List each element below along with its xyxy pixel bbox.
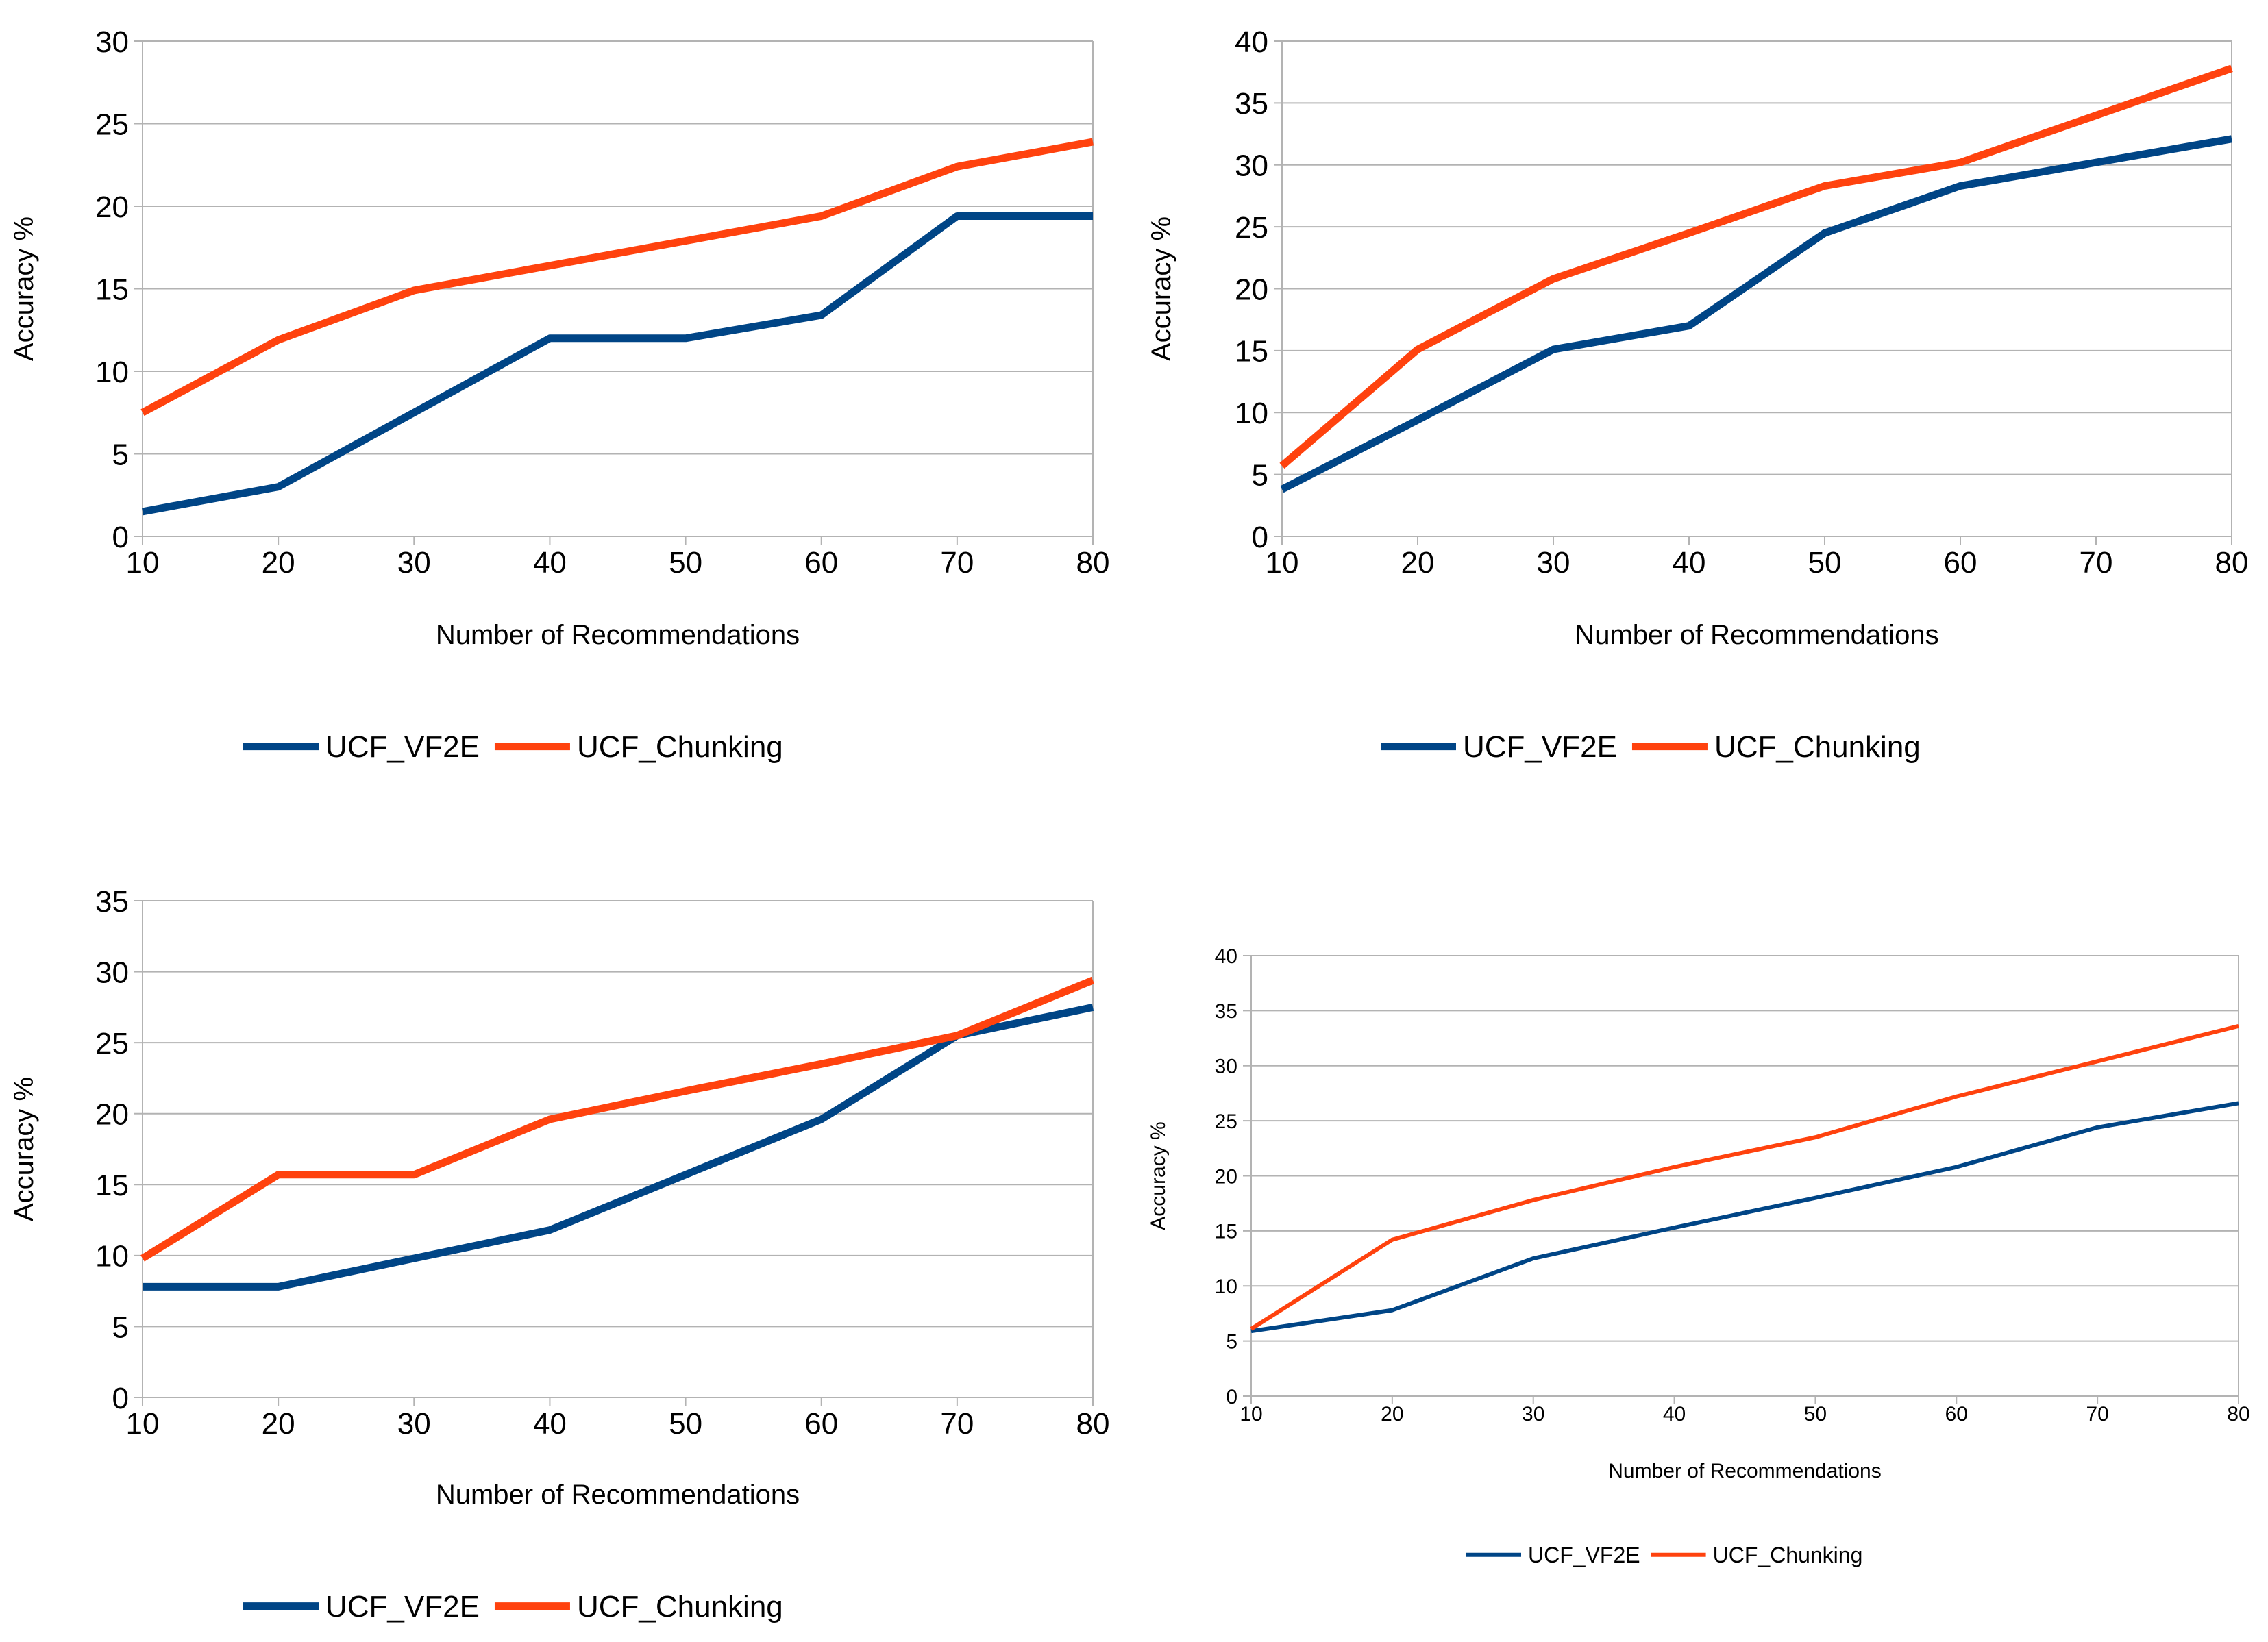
- x-tick-label: 40: [533, 546, 567, 580]
- legend-label: UCF_Chunking: [1713, 1543, 1863, 1567]
- x-tick-label: 10: [1266, 546, 1299, 580]
- y-tick-label: 10: [95, 1240, 129, 1273]
- legend-label: UCF_Chunking: [577, 1590, 783, 1624]
- legend-label: UCF_VF2E: [1463, 730, 1617, 764]
- y-axis-label: Accuracy %: [1147, 1121, 1170, 1230]
- y-tick-label: 20: [95, 190, 129, 224]
- y-tick-label: 30: [1215, 1056, 1237, 1078]
- x-tick-label: 30: [397, 1407, 431, 1441]
- y-tick-label: 35: [1235, 87, 1268, 121]
- y-tick-label: 30: [1235, 149, 1268, 183]
- y-tick-label: 25: [95, 108, 129, 141]
- y-tick-label: 0: [112, 1382, 129, 1415]
- y-tick-label: 40: [1235, 25, 1268, 59]
- series-line-ucf-chunking: [1250, 1023, 2239, 1331]
- y-tick-label: 5: [112, 1310, 129, 1344]
- x-tick-label: 80: [2215, 546, 2249, 580]
- series-line-ucf-chunking: [140, 976, 1095, 1262]
- y-tick-label: 35: [95, 885, 129, 919]
- x-tick-label: 40: [1673, 546, 1706, 580]
- x-tick-label: 20: [262, 1407, 295, 1441]
- legend-label: UCF_Chunking: [1714, 730, 1921, 764]
- x-axis-label: Number of Recommendations: [436, 620, 800, 650]
- y-tick-label: 10: [95, 356, 129, 389]
- y-tick-label: 15: [1215, 1221, 1237, 1243]
- y-tick-label: 25: [1235, 211, 1268, 245]
- chart-1: 0 5 10 15 20 25 30 10 20 30 40 50 60 70 80 Number of Re…: [9, 25, 1109, 764]
- x-tick-label: 30: [397, 546, 431, 580]
- y-axis-label: Accuracy %: [9, 1077, 39, 1221]
- x-tick-label: 30: [1522, 1403, 1544, 1426]
- legend: UCF_VF2E UCF_Chunking: [1466, 1543, 1862, 1567]
- series-line-ucf-chunking: [140, 138, 1094, 416]
- y-tick-label: 35: [1215, 1000, 1237, 1023]
- y-tick-label: 5: [1252, 458, 1268, 492]
- x-tick-label: 60: [1945, 1403, 1968, 1426]
- x-tick-label: 80: [2227, 1403, 2249, 1426]
- y-tick-label: 40: [1215, 945, 1237, 968]
- y-axis-label: Accuracy %: [1146, 216, 1176, 361]
- y-tick-label: 5: [1226, 1330, 1237, 1353]
- y-tick-label: 25: [95, 1027, 129, 1060]
- series-line-ucf-vf2e: [1280, 135, 2232, 493]
- x-tick-label: 20: [1401, 546, 1435, 580]
- series-line-ucf-chunking: [1279, 64, 2233, 469]
- x-tick-label: 50: [1808, 546, 1842, 580]
- series-line-ucf-vf2e: [143, 1003, 1094, 1291]
- x-tick-label: 10: [126, 1407, 160, 1441]
- legend: UCF_VF2E UCF_Chunking: [1381, 730, 1921, 764]
- legend: UCF_VF2E UCF_Chunking: [243, 1590, 783, 1624]
- x-tick-label: 30: [1537, 546, 1570, 580]
- x-tick-label: 10: [1240, 1403, 1262, 1426]
- y-tick-label: 15: [1235, 335, 1268, 369]
- x-tick-label: 10: [126, 546, 160, 580]
- y-tick-label: 15: [95, 273, 129, 306]
- x-tick-label: 80: [1076, 546, 1110, 580]
- y-tick-label: 10: [1215, 1276, 1237, 1298]
- legend-label: UCF_Chunking: [577, 730, 783, 764]
- y-tick-label: 20: [1215, 1165, 1237, 1188]
- y-axis-label: Accuracy %: [9, 216, 39, 361]
- chart-3: 0 5 10 15 20 25 30 35 10 20 30 40 50 60 70 80 Number of …: [9, 885, 1109, 1624]
- legend-label: UCF_VF2E: [325, 1590, 480, 1624]
- x-tick-label: 70: [940, 1407, 974, 1441]
- y-tick-label: 20: [1235, 273, 1268, 306]
- y-tick-label: 30: [95, 25, 129, 59]
- y-tick-label: 0: [1252, 521, 1268, 554]
- x-tick-label: 20: [1381, 1403, 1403, 1426]
- x-tick-label: 50: [669, 546, 702, 580]
- x-tick-label: 60: [804, 546, 838, 580]
- x-tick-label: 50: [669, 1407, 702, 1441]
- x-tick-label: 70: [2086, 1403, 2108, 1426]
- x-tick-label: 50: [1804, 1403, 1827, 1426]
- y-tick-label: 0: [112, 521, 129, 554]
- x-tick-label: 40: [1663, 1403, 1686, 1426]
- x-axis-label: Number of Recommendations: [1575, 620, 1938, 650]
- x-tick-label: 80: [1076, 1407, 1110, 1441]
- chart-2: 0 5 10 15 20 25 30 35 40 10 20 30 40 50 60 70 80 Number o…: [1146, 25, 2248, 764]
- x-tick-label: 60: [1944, 546, 1977, 580]
- y-tick-label: 15: [95, 1169, 129, 1202]
- x-tick-label: 60: [804, 1407, 838, 1441]
- x-tick-label: 20: [262, 546, 295, 580]
- x-axis-label: Number of Recommendations: [1608, 1460, 1882, 1482]
- y-tick-label: 20: [95, 1098, 129, 1132]
- series-line-ucf-vf2e: [1250, 1101, 2239, 1334]
- chart-4: 0 5 10 15 20 25 30 35 40 10 20 30 40 50 60 70 80 Number o…: [1147, 945, 2250, 1567]
- series-line-ucf-vf2e: [142, 212, 1093, 516]
- y-tick-label: 25: [1215, 1110, 1237, 1133]
- x-tick-label: 70: [940, 546, 974, 580]
- y-tick-label: 10: [1235, 397, 1268, 430]
- x-tick-label: 40: [533, 1407, 567, 1441]
- legend-label: UCF_VF2E: [1528, 1543, 1640, 1567]
- x-tick-label: 70: [2080, 546, 2113, 580]
- legend: UCF_VF2E UCF_Chunking: [243, 730, 783, 764]
- y-tick-label: 30: [95, 956, 129, 989]
- y-tick-label: 5: [112, 438, 129, 471]
- x-axis-label: Number of Recommendations: [436, 1480, 800, 1510]
- legend-label: UCF_VF2E: [325, 730, 480, 764]
- y-tick-label: 0: [1226, 1386, 1237, 1408]
